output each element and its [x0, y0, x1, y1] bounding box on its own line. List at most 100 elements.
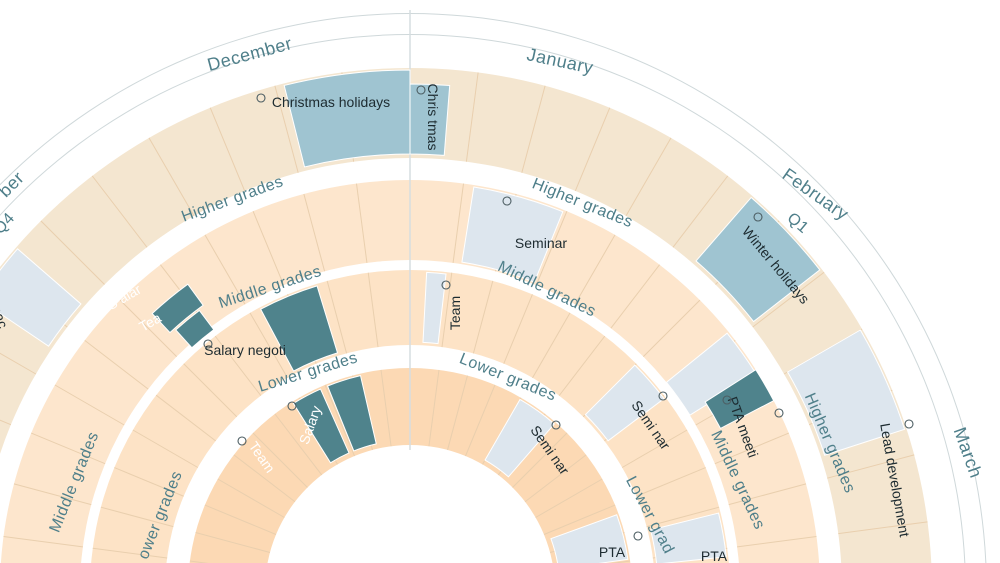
week-divider	[274, 413, 323, 476]
week-divider	[452, 183, 465, 263]
higher-grades-band	[0, 180, 820, 563]
sync-icon	[551, 420, 561, 430]
week-divider	[503, 294, 533, 364]
week-divider	[84, 340, 149, 390]
week-divider	[752, 271, 825, 328]
week-divider	[621, 429, 688, 468]
sync-icon	[633, 531, 643, 541]
pta-meeting-block[interactable]	[665, 332, 757, 416]
week-divider	[535, 478, 603, 518]
week-divider	[252, 432, 308, 488]
week-divider	[204, 504, 277, 535]
week-divider	[155, 394, 216, 442]
week-divider	[195, 532, 271, 553]
event-salary-negotiation: Salary negoti	[204, 342, 286, 358]
week-divider	[204, 234, 246, 305]
week-divider	[574, 107, 611, 192]
week-divider	[543, 504, 616, 535]
sync-icon	[753, 212, 763, 222]
week-divider	[838, 521, 928, 535]
week-divider	[40, 220, 105, 285]
winter-holidays-block[interactable]	[695, 196, 821, 323]
week-divider	[100, 506, 174, 528]
week-divider	[625, 137, 672, 217]
month-label-december: December	[205, 33, 294, 75]
week-divider	[209, 107, 246, 192]
week-divider	[3, 535, 83, 548]
week-divider	[119, 299, 178, 358]
christmas-holidays-left-block[interactable]	[283, 69, 411, 168]
week-divider	[428, 369, 440, 447]
sync-icon	[237, 436, 247, 446]
week-divider	[472, 280, 494, 354]
seminar-lower-block[interactable]	[484, 398, 556, 478]
month-label-january: January	[525, 44, 595, 78]
christmas-right-block[interactable]	[409, 83, 451, 156]
sync-icon	[658, 391, 668, 401]
week-divider	[132, 429, 199, 468]
week-divider	[728, 483, 807, 506]
month-label-march: March	[950, 425, 987, 481]
week-divider	[610, 264, 660, 329]
week-divider	[233, 454, 296, 503]
week-divider	[31, 432, 106, 465]
sync-icon	[502, 196, 512, 206]
event-eac-cut: eac	[0, 304, 11, 331]
week-divider	[183, 363, 238, 418]
middle-grades-band	[91, 270, 729, 563]
sync-icon	[416, 85, 426, 95]
week-divider	[367, 272, 379, 348]
event-christmas-holidays-left-line1: Christmas holidays	[272, 94, 390, 110]
sync-icon	[722, 395, 732, 405]
salar-block[interactable]	[151, 283, 204, 334]
week-divider	[303, 193, 326, 272]
week-divider	[737, 535, 817, 548]
week-divider	[54, 384, 125, 426]
week-divider	[642, 299, 701, 358]
salary-lower-block[interactable]	[326, 375, 377, 452]
week-divider	[217, 478, 285, 518]
week-divider	[512, 432, 568, 488]
tea-block[interactable]	[175, 309, 215, 349]
week-divider	[92, 547, 168, 559]
quarter-label-q4: Q4	[0, 210, 18, 238]
week-divider	[465, 72, 479, 162]
team-lower-block[interactable]	[292, 388, 350, 464]
week-divider	[521, 85, 546, 173]
week-divider	[91, 175, 148, 248]
week-divider	[524, 454, 587, 503]
week-divider	[274, 85, 299, 173]
salary-negotiation-block[interactable]	[260, 285, 339, 372]
week-divider	[827, 454, 915, 479]
week-divider	[324, 384, 355, 457]
teac-block[interactable]	[704, 369, 775, 430]
sync-icon	[287, 401, 297, 411]
week-divider	[636, 467, 706, 497]
week-divider	[214, 335, 262, 396]
week-divider	[558, 335, 606, 396]
seminar-middle-block[interactable]	[584, 364, 665, 442]
week-divider	[148, 137, 195, 217]
pta-lower-block[interactable]	[550, 514, 629, 563]
eac-cut-block[interactable]	[0, 248, 82, 347]
event-seminar-higher: Seminar	[515, 235, 567, 251]
lead-development-block[interactable]	[786, 329, 906, 456]
seminar-higher-block[interactable]	[461, 186, 564, 283]
week-divider	[672, 175, 729, 248]
month-label-partial-left: ber	[0, 167, 28, 201]
week-divider	[465, 384, 496, 457]
week-divider	[355, 183, 368, 263]
sync-icon	[441, 280, 451, 290]
sync-icon	[256, 93, 266, 103]
week-divider	[380, 369, 392, 447]
week-divider	[535, 211, 568, 286]
week-divider	[574, 234, 616, 305]
week-divider	[252, 211, 285, 286]
pta-middle-block[interactable]	[650, 512, 727, 563]
sync-icon	[904, 419, 914, 429]
event-pta-middle: PTA	[701, 548, 728, 563]
team-middle-block[interactable]	[422, 271, 447, 345]
sync-icon	[774, 408, 784, 418]
week-divider	[714, 432, 789, 465]
